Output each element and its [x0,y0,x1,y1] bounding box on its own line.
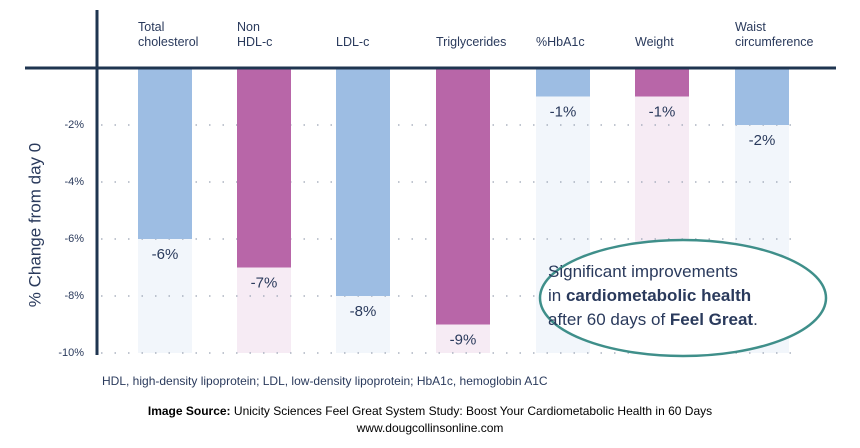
source-label: Image Source: [147,404,231,418]
category-label: Waist circumference [735,20,814,49]
bar [436,68,490,325]
value-label: -9% [450,331,477,348]
callout-text: . [753,310,758,329]
callout-ellipse [538,238,828,358]
bar [138,68,192,239]
value-label: -2% [749,132,776,149]
value-label: -1% [550,103,577,120]
category-label: Non HDL-c [237,20,273,49]
y-tick-label: -2% [64,119,84,131]
callout-bold: cardiometabolic health [565,286,752,305]
value-label: -6% [152,246,179,263]
value-label: -8% [350,303,377,320]
y-tick-label: -10% [58,347,84,359]
category-label: LDL-c [336,35,370,49]
bar [735,68,789,125]
y-axis-label: % Change from day 0 [25,143,44,307]
callout-text: Significant improvements [548,262,738,281]
bar [237,68,291,268]
category-label: Total cholesterol [138,20,199,49]
callout: Significant improvements in cardiometabol… [548,260,818,332]
value-label: -7% [251,274,278,291]
source: Image Source: Unicity Sciences Feel Grea… [0,404,860,418]
category-label: Triglycerides [436,35,507,49]
category-label: Weight [635,35,674,49]
bar [536,68,590,97]
value-label: -1% [649,103,676,120]
y-tick-label: -6% [64,233,84,245]
y-tick-label: -4% [64,176,84,188]
callout-text: in [548,286,566,305]
callout-bold: Feel Great [669,310,754,329]
bar [635,68,689,97]
website: www.dougcollinsonline.com [356,421,504,435]
y-tick-label: -8% [64,290,84,302]
bar [336,68,390,296]
source-text: Unicity Sciences Feel Great System Study… [230,404,713,418]
callout-text: after 60 days of [548,310,670,329]
footnote: HDL, high-density lipoprotein; LDL, low-… [102,374,548,388]
category-label: %HbA1c [536,35,585,49]
